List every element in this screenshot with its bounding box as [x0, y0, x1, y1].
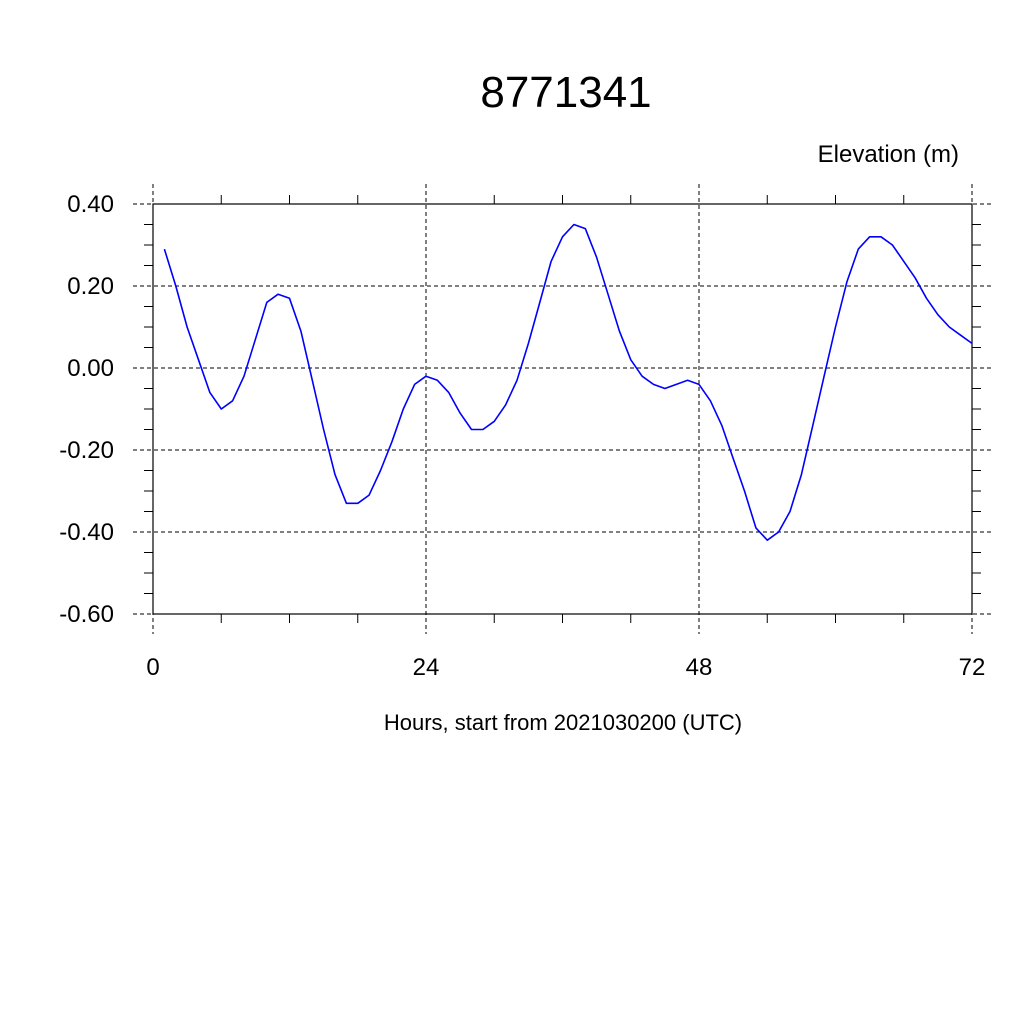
grid: [133, 184, 993, 634]
chart-title: 8771341: [480, 68, 651, 117]
x-tick-label: 72: [959, 654, 986, 681]
y-tick-label: 0.20: [67, 273, 114, 300]
series-line: [163, 223, 973, 542]
series-group: [163, 223, 973, 542]
y-tick-label: -0.60: [59, 601, 114, 628]
tick-labels: 0.40 0.20 0.00 -0.20 -0.40 -0.60 0 24 48 72: [59, 191, 985, 681]
y-axis-label: Elevation (m): [818, 141, 959, 168]
y-tick-label: 0.40: [67, 191, 114, 218]
x-tick-label: 48: [686, 654, 713, 681]
y-tick-label: -0.40: [59, 519, 114, 546]
x-tick-label: 24: [413, 654, 440, 681]
x-tick-label: 0: [146, 654, 159, 681]
axis-ticks: [144, 195, 981, 623]
plot-frame: [152, 203, 973, 615]
y-tick-label: 0.00: [67, 355, 114, 382]
y-tick-label: -0.20: [59, 437, 114, 464]
x-axis-label: Hours, start from 2021030200 (UTC): [384, 710, 742, 735]
